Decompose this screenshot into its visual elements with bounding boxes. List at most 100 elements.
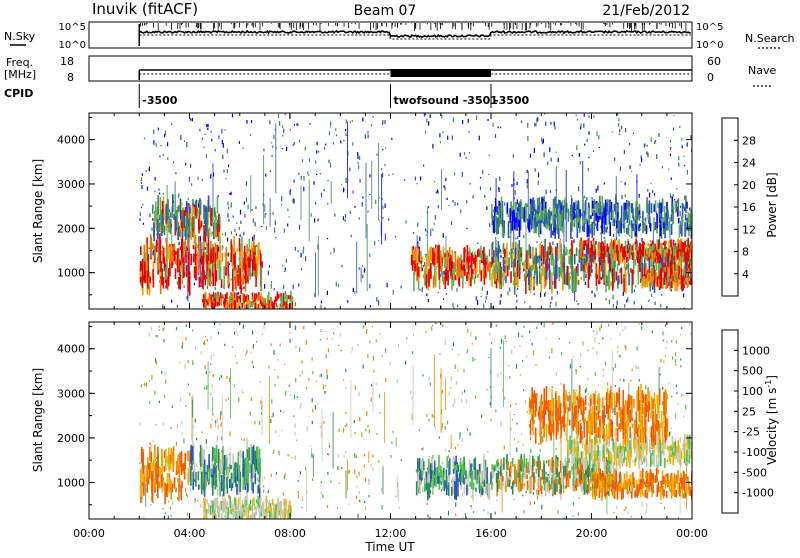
scatter-echo	[343, 379, 344, 380]
scatter-echo	[485, 301, 486, 303]
scatter-echo	[253, 366, 254, 369]
echo-cell	[213, 294, 215, 298]
echo-cell	[632, 203, 634, 210]
scatter-echo	[149, 381, 150, 382]
scatter-echo	[182, 432, 183, 435]
echo-cell	[514, 219, 516, 230]
scatter-echo	[674, 115, 675, 116]
streak-echo	[315, 252, 316, 296]
scatter-echo	[614, 158, 615, 161]
scatter-echo	[353, 288, 354, 292]
scatter-echo	[593, 331, 594, 332]
echo-cell	[630, 249, 632, 259]
echo-cell	[681, 280, 683, 289]
scatter-echo	[644, 144, 645, 147]
scatter-echo	[535, 168, 536, 171]
scatter-echo	[340, 333, 341, 336]
echo-cell	[276, 505, 278, 511]
streak-echo	[675, 414, 676, 420]
scatter-echo	[572, 155, 573, 156]
echo-cell	[678, 198, 680, 212]
echo-cell	[662, 199, 664, 212]
echo-cell	[443, 247, 445, 260]
scatter-echo	[250, 411, 251, 415]
echo-cell	[178, 454, 180, 457]
scatter-echo	[155, 177, 156, 181]
scatter-echo	[157, 335, 158, 338]
echo-cell	[212, 447, 214, 461]
scatter-echo	[236, 362, 237, 364]
scatter-echo	[517, 288, 518, 290]
scatter-echo	[399, 507, 400, 509]
echo-cell	[173, 214, 175, 220]
echo-cell	[587, 238, 589, 247]
echo-cell	[229, 464, 231, 473]
scatter-echo	[573, 502, 574, 506]
scatter-echo	[359, 156, 360, 160]
scatter-echo	[231, 279, 232, 281]
echo-cell	[501, 267, 503, 289]
echo-cell	[160, 197, 162, 216]
scatter-echo	[627, 297, 628, 301]
scatter-echo	[345, 451, 346, 453]
echo-cell	[635, 259, 637, 265]
scatter-echo	[613, 304, 614, 308]
scatter-echo	[372, 454, 373, 457]
echo-cell	[194, 216, 196, 228]
echo-cell	[206, 242, 208, 246]
scatter-echo	[633, 133, 634, 134]
scatter-echo	[283, 129, 284, 133]
freq-label-line2: [MHz]	[4, 68, 36, 81]
scatter-echo	[163, 423, 164, 426]
echo-cell	[578, 202, 580, 211]
echo-cell	[207, 214, 209, 231]
scatter-echo	[307, 171, 308, 173]
scatter-echo	[443, 233, 444, 238]
echo-cell	[273, 303, 275, 312]
echo-cell	[216, 445, 218, 463]
echo-cell	[254, 293, 256, 301]
echo-cell	[255, 451, 257, 473]
scatter-echo	[385, 204, 386, 209]
echo-cell	[168, 268, 170, 286]
echo-cell	[170, 480, 172, 485]
echo-cell	[279, 505, 281, 510]
scatter-echo	[625, 128, 626, 132]
echo-cell	[228, 253, 230, 257]
scatter-echo	[576, 390, 577, 392]
scatter-echo	[492, 306, 493, 307]
echo-cell	[256, 455, 258, 459]
echo-cell	[666, 227, 668, 231]
echo-cell	[541, 273, 543, 281]
scatter-echo	[243, 147, 244, 149]
scatter-echo	[153, 251, 154, 256]
echo-cell	[199, 277, 201, 288]
scatter-echo	[338, 454, 339, 458]
echo-cell	[270, 506, 272, 512]
frequency-panel: Freq. [MHz] 18 8 60 0 Nave	[4, 55, 776, 86]
scatter-echo	[617, 346, 618, 349]
echo-cell	[189, 207, 191, 213]
echo-cell	[601, 196, 603, 212]
echo-cell	[171, 263, 173, 269]
scatter-echo	[658, 470, 659, 475]
scatter-echo	[318, 219, 319, 222]
scatter-echo	[563, 489, 564, 493]
echo-cell	[460, 264, 462, 270]
cpid-label: CPID	[4, 87, 33, 100]
echo-cell	[444, 254, 446, 257]
scatter-echo	[359, 392, 360, 397]
scatter-echo	[199, 129, 200, 131]
scatter-echo	[283, 285, 284, 289]
scatter-echo	[250, 500, 251, 504]
scatter-echo	[264, 477, 265, 480]
scatter-echo	[572, 237, 573, 239]
scatter-echo	[522, 336, 523, 338]
echo-cell	[679, 225, 681, 238]
scatter-echo	[687, 143, 688, 147]
echo-cell	[530, 204, 532, 217]
scatter-echo	[645, 385, 646, 389]
scatter-echo	[188, 198, 189, 201]
scatter-echo	[189, 177, 190, 182]
echo-cell	[255, 303, 257, 309]
